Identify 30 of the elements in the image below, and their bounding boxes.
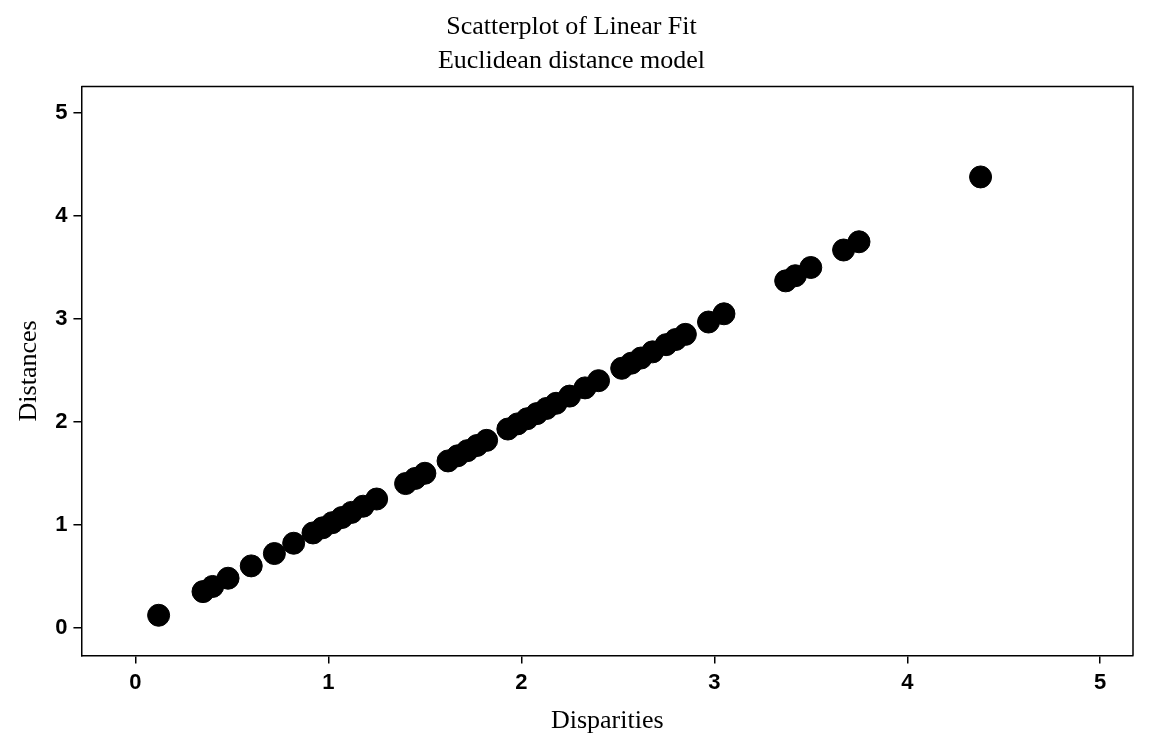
y-tick-label: 4	[55, 202, 69, 228]
x-tick-label: 4	[901, 668, 915, 694]
x-tick-label: 5	[1094, 668, 1107, 694]
point	[799, 255, 823, 279]
point	[365, 487, 389, 511]
x-tick-label: 3	[708, 668, 721, 694]
point	[262, 542, 286, 566]
point	[147, 603, 171, 627]
point	[413, 461, 437, 485]
point	[239, 554, 263, 578]
x-tick-label: 0	[129, 668, 142, 694]
chart-title: Scatterplot of Linear Fit	[446, 11, 698, 41]
y-tick-label: 0	[55, 613, 68, 639]
point	[969, 165, 993, 189]
point	[673, 322, 697, 346]
y-tick-label: 3	[55, 305, 68, 330]
y-axis-title: Distances	[13, 320, 43, 422]
y-tick-label: 2	[55, 407, 68, 433]
x-axis-title: Disparities	[550, 705, 664, 735]
x-tick-label: 2	[515, 668, 528, 694]
point	[216, 566, 240, 590]
y-tick-label: 5	[55, 99, 68, 125]
point	[282, 531, 306, 555]
chart-subtitle: Euclidean distance model	[437, 44, 706, 74]
x-tick-label: 1	[322, 668, 335, 694]
point	[712, 302, 736, 326]
point	[475, 428, 499, 452]
point	[847, 230, 871, 254]
y-tick-label: 1	[55, 510, 68, 536]
point	[587, 369, 611, 393]
